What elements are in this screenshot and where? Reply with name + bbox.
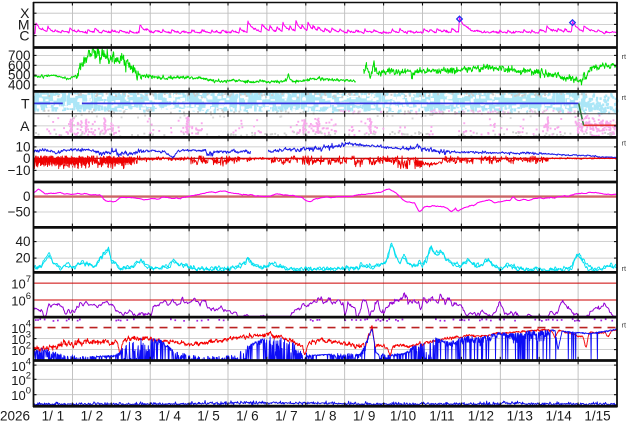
svg-text:−50: −50 xyxy=(8,205,31,220)
svg-text:500: 500 xyxy=(8,68,31,83)
svg-text:M: M xyxy=(18,16,30,32)
svg-text:1/ 7: 1/ 7 xyxy=(275,408,298,423)
svg-text:1/12: 1/12 xyxy=(468,408,494,423)
svg-text:600: 600 xyxy=(8,58,31,73)
svg-text:1/ 6: 1/ 6 xyxy=(236,408,259,423)
svg-text:1/ 3: 1/ 3 xyxy=(119,408,142,423)
svg-text:−10: −10 xyxy=(8,163,31,178)
svg-text:C: C xyxy=(19,28,29,44)
svg-text:20: 20 xyxy=(15,251,30,266)
svg-text:rt: rt xyxy=(622,93,627,102)
svg-text:1/ 2: 1/ 2 xyxy=(81,408,104,423)
svg-text:1/ 1: 1/ 1 xyxy=(42,408,65,423)
svg-text:1/ 8: 1/ 8 xyxy=(314,408,337,423)
svg-text:rt: rt xyxy=(622,139,627,148)
svg-text:1/10: 1/10 xyxy=(390,408,416,423)
svg-text:40: 40 xyxy=(15,234,30,249)
svg-text:400: 400 xyxy=(8,78,31,93)
svg-text:0: 0 xyxy=(23,189,31,204)
svg-text:1/11: 1/11 xyxy=(429,408,454,423)
svg-text:0: 0 xyxy=(23,151,31,166)
svg-text:1/15: 1/15 xyxy=(584,408,610,423)
svg-text:10: 10 xyxy=(15,139,30,154)
svg-text:rt: rt xyxy=(622,52,627,61)
svg-text:2026: 2026 xyxy=(0,408,30,423)
svg-text:1/ 5: 1/ 5 xyxy=(197,408,220,423)
svg-text:T: T xyxy=(21,95,30,111)
svg-text:700: 700 xyxy=(8,48,31,63)
svg-text:X: X xyxy=(20,5,30,21)
svg-text:1/14: 1/14 xyxy=(546,408,573,423)
svg-text:rt: rt xyxy=(622,321,627,330)
svg-text:1/ 4: 1/ 4 xyxy=(158,408,181,423)
svg-text:1/13: 1/13 xyxy=(507,408,533,423)
svg-text:1/ 9: 1/ 9 xyxy=(353,408,376,423)
svg-text:A: A xyxy=(20,118,30,134)
svg-text:rt: rt xyxy=(622,264,627,273)
